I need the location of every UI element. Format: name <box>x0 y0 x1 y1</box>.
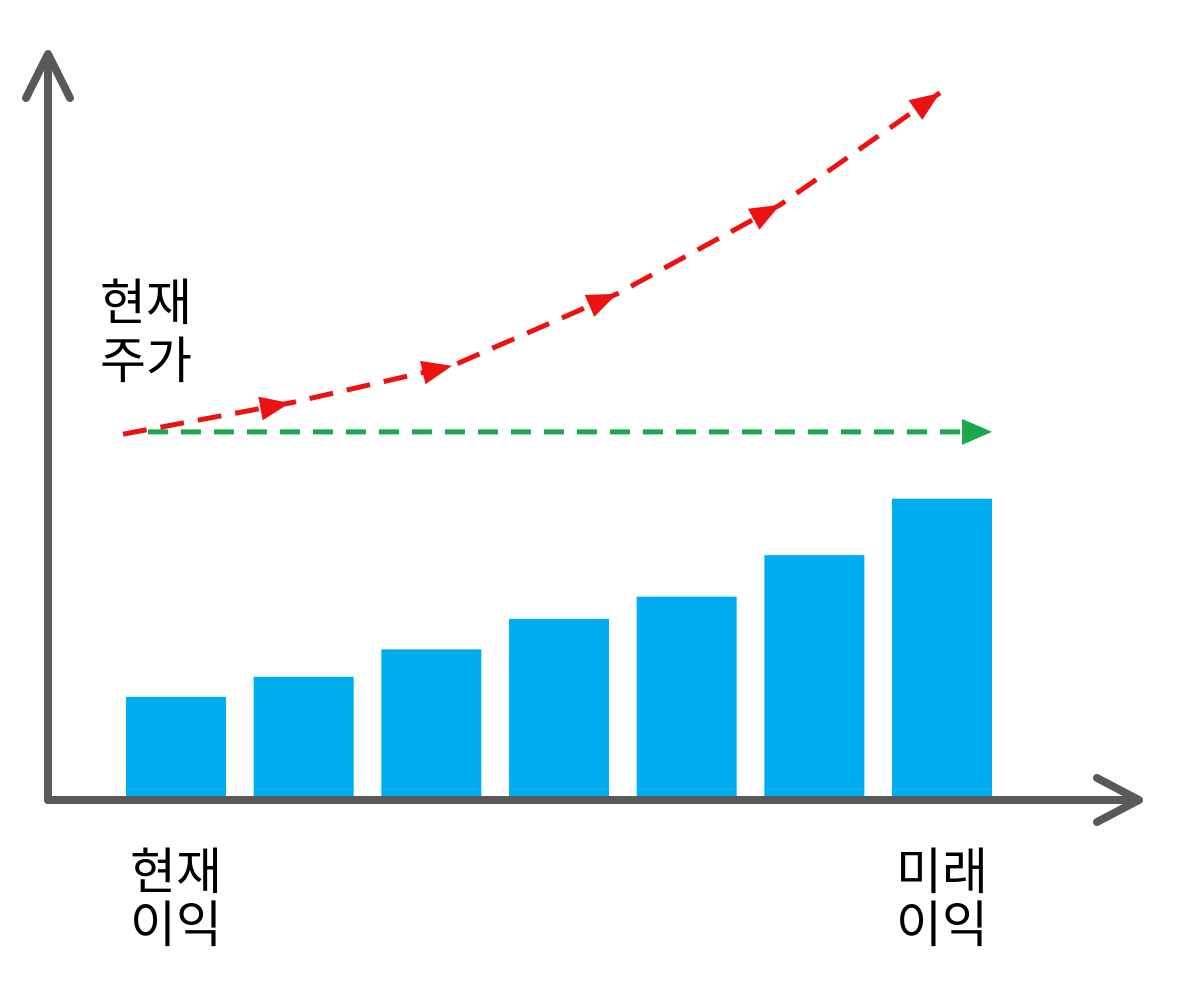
red-rising-trend-dashed-line <box>122 90 942 437</box>
axes <box>22 50 1143 826</box>
red-rising-trend-arrowhead-icon <box>584 293 617 317</box>
y-axis-arrow-icon <box>22 50 74 102</box>
current-stock-price-label: 현재 주가 <box>100 274 192 390</box>
bar-6 <box>764 555 865 797</box>
bar-7 <box>892 498 993 797</box>
bar-4 <box>509 618 610 797</box>
red-rising-trend-arrowhead-icon <box>747 204 781 230</box>
x-axis-arrow-icon <box>1093 774 1143 826</box>
red-rising-trend-arrowhead-icon <box>908 92 940 120</box>
x-tick-label: 현재 이익 <box>130 843 222 954</box>
green-flat-trend-arrowhead-icon <box>962 418 993 445</box>
bar-2 <box>253 676 354 797</box>
bar-5 <box>636 596 737 797</box>
red-rising-trend-arrowhead-icon <box>258 396 291 421</box>
line-group <box>122 90 993 445</box>
x-tick-label: 미래 이익 <box>896 843 989 954</box>
bar-1 <box>126 696 226 797</box>
red-rising-trend-arrowhead-icon <box>420 360 453 385</box>
bar-3 <box>381 649 482 797</box>
bar-group <box>126 498 993 797</box>
